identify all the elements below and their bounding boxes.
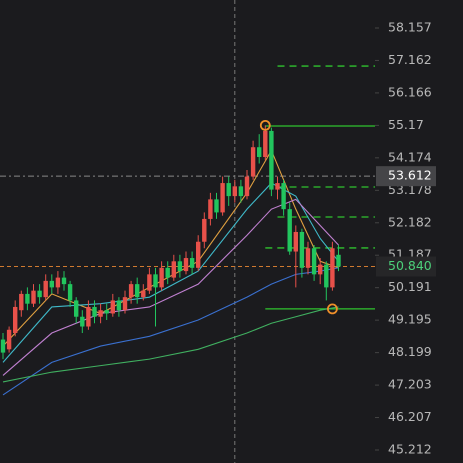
candle-body bbox=[25, 293, 30, 304]
candle-body bbox=[122, 297, 128, 311]
y-tick-label: 56.166 bbox=[388, 84, 432, 99]
highlight-marker bbox=[259, 119, 271, 131]
candle-body bbox=[116, 300, 122, 311]
candle-body bbox=[49, 280, 54, 288]
candle-body bbox=[165, 267, 170, 278]
candle-body bbox=[147, 274, 152, 291]
candle-body bbox=[214, 199, 219, 213]
ma-line bbox=[2, 198, 339, 376]
candle-body bbox=[110, 300, 115, 314]
candle-body bbox=[196, 241, 201, 268]
candle-body bbox=[250, 147, 256, 177]
y-tick-label: 58.157 bbox=[388, 20, 432, 35]
candle-body bbox=[281, 183, 286, 210]
candle-body bbox=[311, 248, 317, 275]
candle-body bbox=[257, 147, 262, 157]
candle-body bbox=[189, 258, 195, 268]
candle-body bbox=[141, 290, 146, 298]
y-tick-label: 50.191 bbox=[388, 279, 432, 294]
y-tick-label: 55.17 bbox=[388, 117, 424, 132]
candle-body bbox=[330, 248, 335, 288]
y-tick-label: 54.174 bbox=[388, 149, 432, 164]
candle-body bbox=[226, 183, 231, 197]
y-tick-label: 45.212 bbox=[388, 441, 432, 456]
y-tick-label: 49.195 bbox=[388, 312, 432, 327]
candle-body bbox=[183, 258, 189, 272]
candle-body bbox=[37, 290, 42, 298]
candle-body bbox=[202, 218, 207, 242]
candle-body bbox=[177, 261, 183, 272]
candle-body bbox=[293, 231, 298, 252]
candle-body bbox=[153, 274, 158, 288]
candle-body bbox=[80, 316, 85, 327]
candle-body bbox=[208, 199, 213, 219]
candle-body bbox=[13, 306, 18, 334]
candle-body bbox=[238, 186, 244, 197]
candle-body bbox=[135, 284, 140, 298]
candle-body bbox=[232, 186, 237, 197]
candle-body bbox=[244, 176, 250, 197]
candle-body bbox=[0, 339, 6, 353]
candle-body bbox=[318, 264, 323, 275]
candle-body bbox=[159, 267, 164, 288]
candle-body bbox=[104, 310, 109, 314]
crosshair-label: 53.612 bbox=[388, 168, 432, 183]
crosshair-label-box bbox=[376, 166, 436, 187]
candle-body bbox=[43, 280, 48, 298]
candle-body bbox=[98, 310, 103, 317]
last-price-label: 50.840 bbox=[388, 258, 432, 273]
y-tick-label: 57.162 bbox=[388, 52, 432, 67]
candle-body bbox=[275, 183, 280, 190]
y-tick-label: 47.203 bbox=[388, 377, 432, 392]
candle-body bbox=[6, 329, 12, 350]
candle-body bbox=[67, 284, 73, 301]
last-price-box bbox=[376, 256, 436, 277]
ma-line bbox=[2, 306, 339, 383]
candle-body bbox=[299, 231, 305, 268]
candle-body bbox=[55, 277, 61, 288]
y-tick-label: 52.182 bbox=[388, 214, 432, 229]
highlight-marker bbox=[326, 303, 338, 315]
candle-body bbox=[74, 300, 79, 317]
candle-body bbox=[336, 254, 341, 267]
candle-body bbox=[220, 183, 225, 213]
y-tick-label: 46.207 bbox=[388, 409, 432, 424]
candle-body bbox=[19, 293, 24, 311]
candle-body bbox=[287, 209, 292, 252]
y-tick-label: 48.199 bbox=[388, 344, 432, 359]
candle-body bbox=[61, 277, 67, 285]
candle-body bbox=[269, 130, 274, 190]
candle-body bbox=[31, 290, 36, 304]
candle-body bbox=[171, 261, 176, 278]
candle-body bbox=[324, 264, 329, 288]
candle-body bbox=[86, 306, 91, 327]
candle-body bbox=[305, 248, 311, 268]
candle-body bbox=[263, 130, 268, 157]
candle-body bbox=[92, 306, 97, 317]
candle-body bbox=[128, 284, 134, 298]
